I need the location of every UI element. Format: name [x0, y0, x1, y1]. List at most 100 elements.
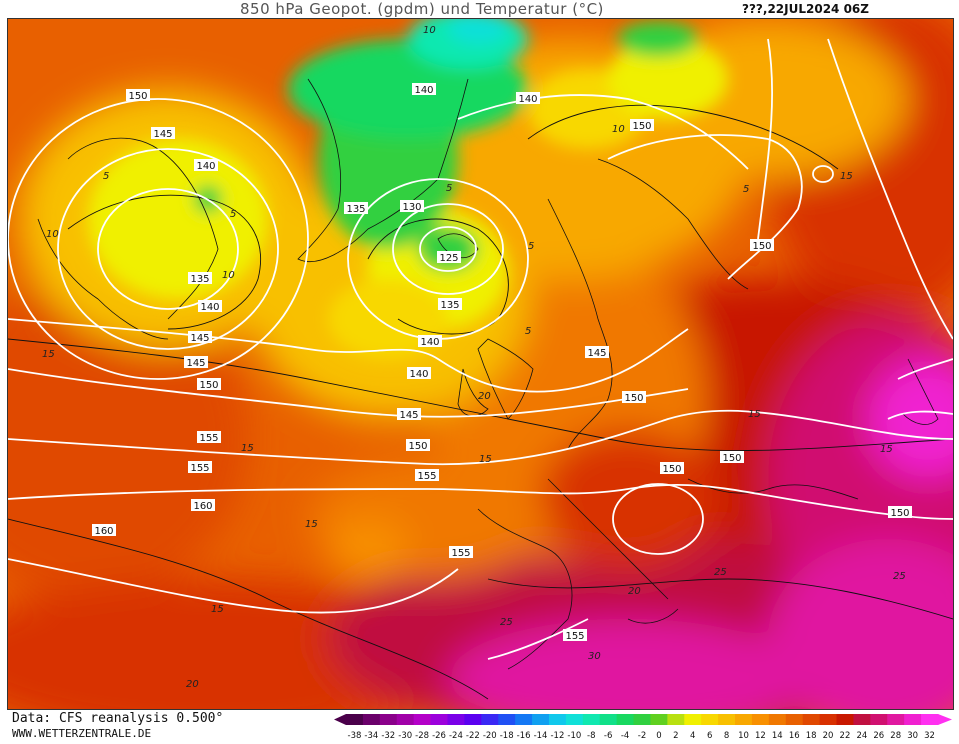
- legend-tick-label: 8: [724, 731, 729, 740]
- geopot-label: 150: [662, 464, 681, 475]
- geopot-label: 140: [420, 337, 439, 348]
- temp-label: 20: [478, 391, 491, 402]
- geopot-label: 140: [200, 302, 219, 313]
- temp-label: 25: [714, 567, 727, 578]
- legend-swatch: [464, 714, 482, 725]
- legend-swatch: [447, 714, 465, 725]
- geopot-label: 145: [153, 129, 172, 140]
- legend-tick-label: -34: [364, 731, 378, 740]
- geopot-label: 150: [890, 508, 909, 519]
- legend-tick-label: 20: [823, 731, 834, 740]
- temp-label: 20: [186, 679, 199, 690]
- legend-swatch: [582, 714, 601, 725]
- title-bar: 850 hPa Geopot. (gpdm) und Temperatur (°…: [0, 0, 959, 18]
- temperature-labels: 10 5 10 5 5 10 15 15 15 15 20 15 20 25 3…: [42, 25, 906, 690]
- geopot-label: 140: [518, 94, 537, 105]
- legend-tick-label: -16: [517, 731, 531, 740]
- legend-tick-label: -18: [500, 731, 514, 740]
- legend-arrow-left: [334, 714, 346, 725]
- temp-label: 5: [528, 241, 534, 252]
- geopot-label: 150: [752, 241, 771, 252]
- legend-tick-label: -8: [587, 731, 595, 740]
- legend-tick-label: -32: [381, 731, 395, 740]
- legend-arrow-right: [938, 714, 952, 725]
- geopot-label: 155: [417, 471, 436, 482]
- legend-tick-label: -38: [348, 731, 362, 740]
- legend-tick-label: 28: [890, 731, 901, 740]
- legend-swatch: [667, 714, 685, 725]
- legend-swatch: [802, 714, 821, 725]
- legend-swatch: [633, 714, 651, 725]
- legend-swatch: [379, 714, 398, 725]
- geopot-label: 150: [199, 380, 218, 391]
- temp-label: 15: [241, 443, 254, 454]
- map-canvas: 150 145 140 140 135 140 145 150 160 160 …: [8, 19, 953, 709]
- geopot-label: 135: [346, 204, 365, 215]
- legend-tick-label: -24: [449, 731, 463, 740]
- geopot-label: 130: [402, 202, 421, 213]
- temp-label: 5: [525, 326, 531, 337]
- valid-time: ???,22JUL2024 06Z: [742, 2, 869, 16]
- geopot-label: 140: [414, 85, 433, 96]
- legend-tick-label: -28: [415, 731, 429, 740]
- legend-tick-label: 14: [772, 731, 783, 740]
- legend-tick-label: 24: [856, 731, 867, 740]
- legend-tick-label: 6: [707, 731, 712, 740]
- geopot-label: 145: [587, 348, 606, 359]
- legend-tick-label: -10: [567, 731, 581, 740]
- geopot-label: 150: [408, 441, 427, 452]
- legend-swatch: [751, 714, 770, 725]
- temperature-field: [8, 19, 953, 709]
- geopot-label: 135: [190, 274, 209, 285]
- legend-swatch: [701, 714, 719, 725]
- geopot-label: 155: [199, 433, 218, 444]
- legend-tick-label: -22: [466, 731, 480, 740]
- geopot-label: 135: [440, 300, 459, 311]
- legend-tick-label: -2: [638, 731, 646, 740]
- geopot-label: 145: [190, 333, 209, 344]
- legend-tick-label: -12: [550, 731, 564, 740]
- legend-swatch: [430, 714, 448, 725]
- legend-swatch: [904, 714, 922, 725]
- temp-label: 15: [42, 349, 55, 360]
- weather-map[interactable]: 150 145 140 140 135 140 145 150 160 160 …: [7, 18, 954, 710]
- legend-swatch: [616, 714, 635, 725]
- legend-swatch: [396, 714, 415, 725]
- legend-swatch: [768, 714, 787, 725]
- legend-tick-label: -6: [604, 731, 612, 740]
- temp-label: 10: [46, 229, 59, 240]
- geopot-label: 150: [722, 453, 741, 464]
- legend-tick-label: 18: [806, 731, 817, 740]
- legend-swatch: [684, 714, 702, 725]
- legend-tick-label: 2: [673, 731, 678, 740]
- geopot-label: 155: [451, 548, 470, 559]
- legend-swatch: [532, 714, 550, 725]
- temp-label: 30: [588, 651, 601, 662]
- legend-tick-label: 0: [656, 731, 661, 740]
- legend-tick-label: 16: [789, 731, 800, 740]
- geopot-label: 140: [409, 369, 428, 380]
- legend-tick-label: 4: [690, 731, 695, 740]
- legend-svg: -38 -34 -32 -30 -28 -26 -24 -22 -20 -18 -16 -14 -12-…: [334, 714, 952, 741]
- legend-swatch: [481, 714, 499, 725]
- legend-tick-label: -20: [483, 731, 497, 740]
- color-legend: -38 -34 -32 -30 -28 -26 -24 -22 -20 -18 -16 -14 -12-…: [334, 712, 958, 741]
- geopot-label: 145: [186, 358, 205, 369]
- legend-swatch: [599, 714, 618, 725]
- legend-swatch: [819, 714, 838, 725]
- legend-swatch: [498, 714, 516, 725]
- temp-label: 5: [230, 209, 236, 220]
- geopot-label: 160: [193, 501, 212, 512]
- geopot-label: 125: [439, 253, 458, 264]
- website-label: WWW.WETTERZENTRALE.DE: [12, 727, 152, 740]
- geopot-label: 145: [399, 410, 418, 421]
- geopotential-labels: 150 145 140 140 135 140 145 150 160 160 …: [92, 83, 912, 642]
- temp-label: 20: [628, 586, 641, 597]
- legend-swatch: [836, 714, 854, 725]
- legend-swatch: [921, 714, 939, 725]
- data-source-label: Data: CFS reanalysis 0.500°: [12, 711, 224, 726]
- legend-tick-label: -4: [621, 731, 629, 740]
- temp-label: 5: [743, 184, 749, 195]
- legend-tick-label: 30: [907, 731, 918, 740]
- legend-swatch: [413, 714, 432, 725]
